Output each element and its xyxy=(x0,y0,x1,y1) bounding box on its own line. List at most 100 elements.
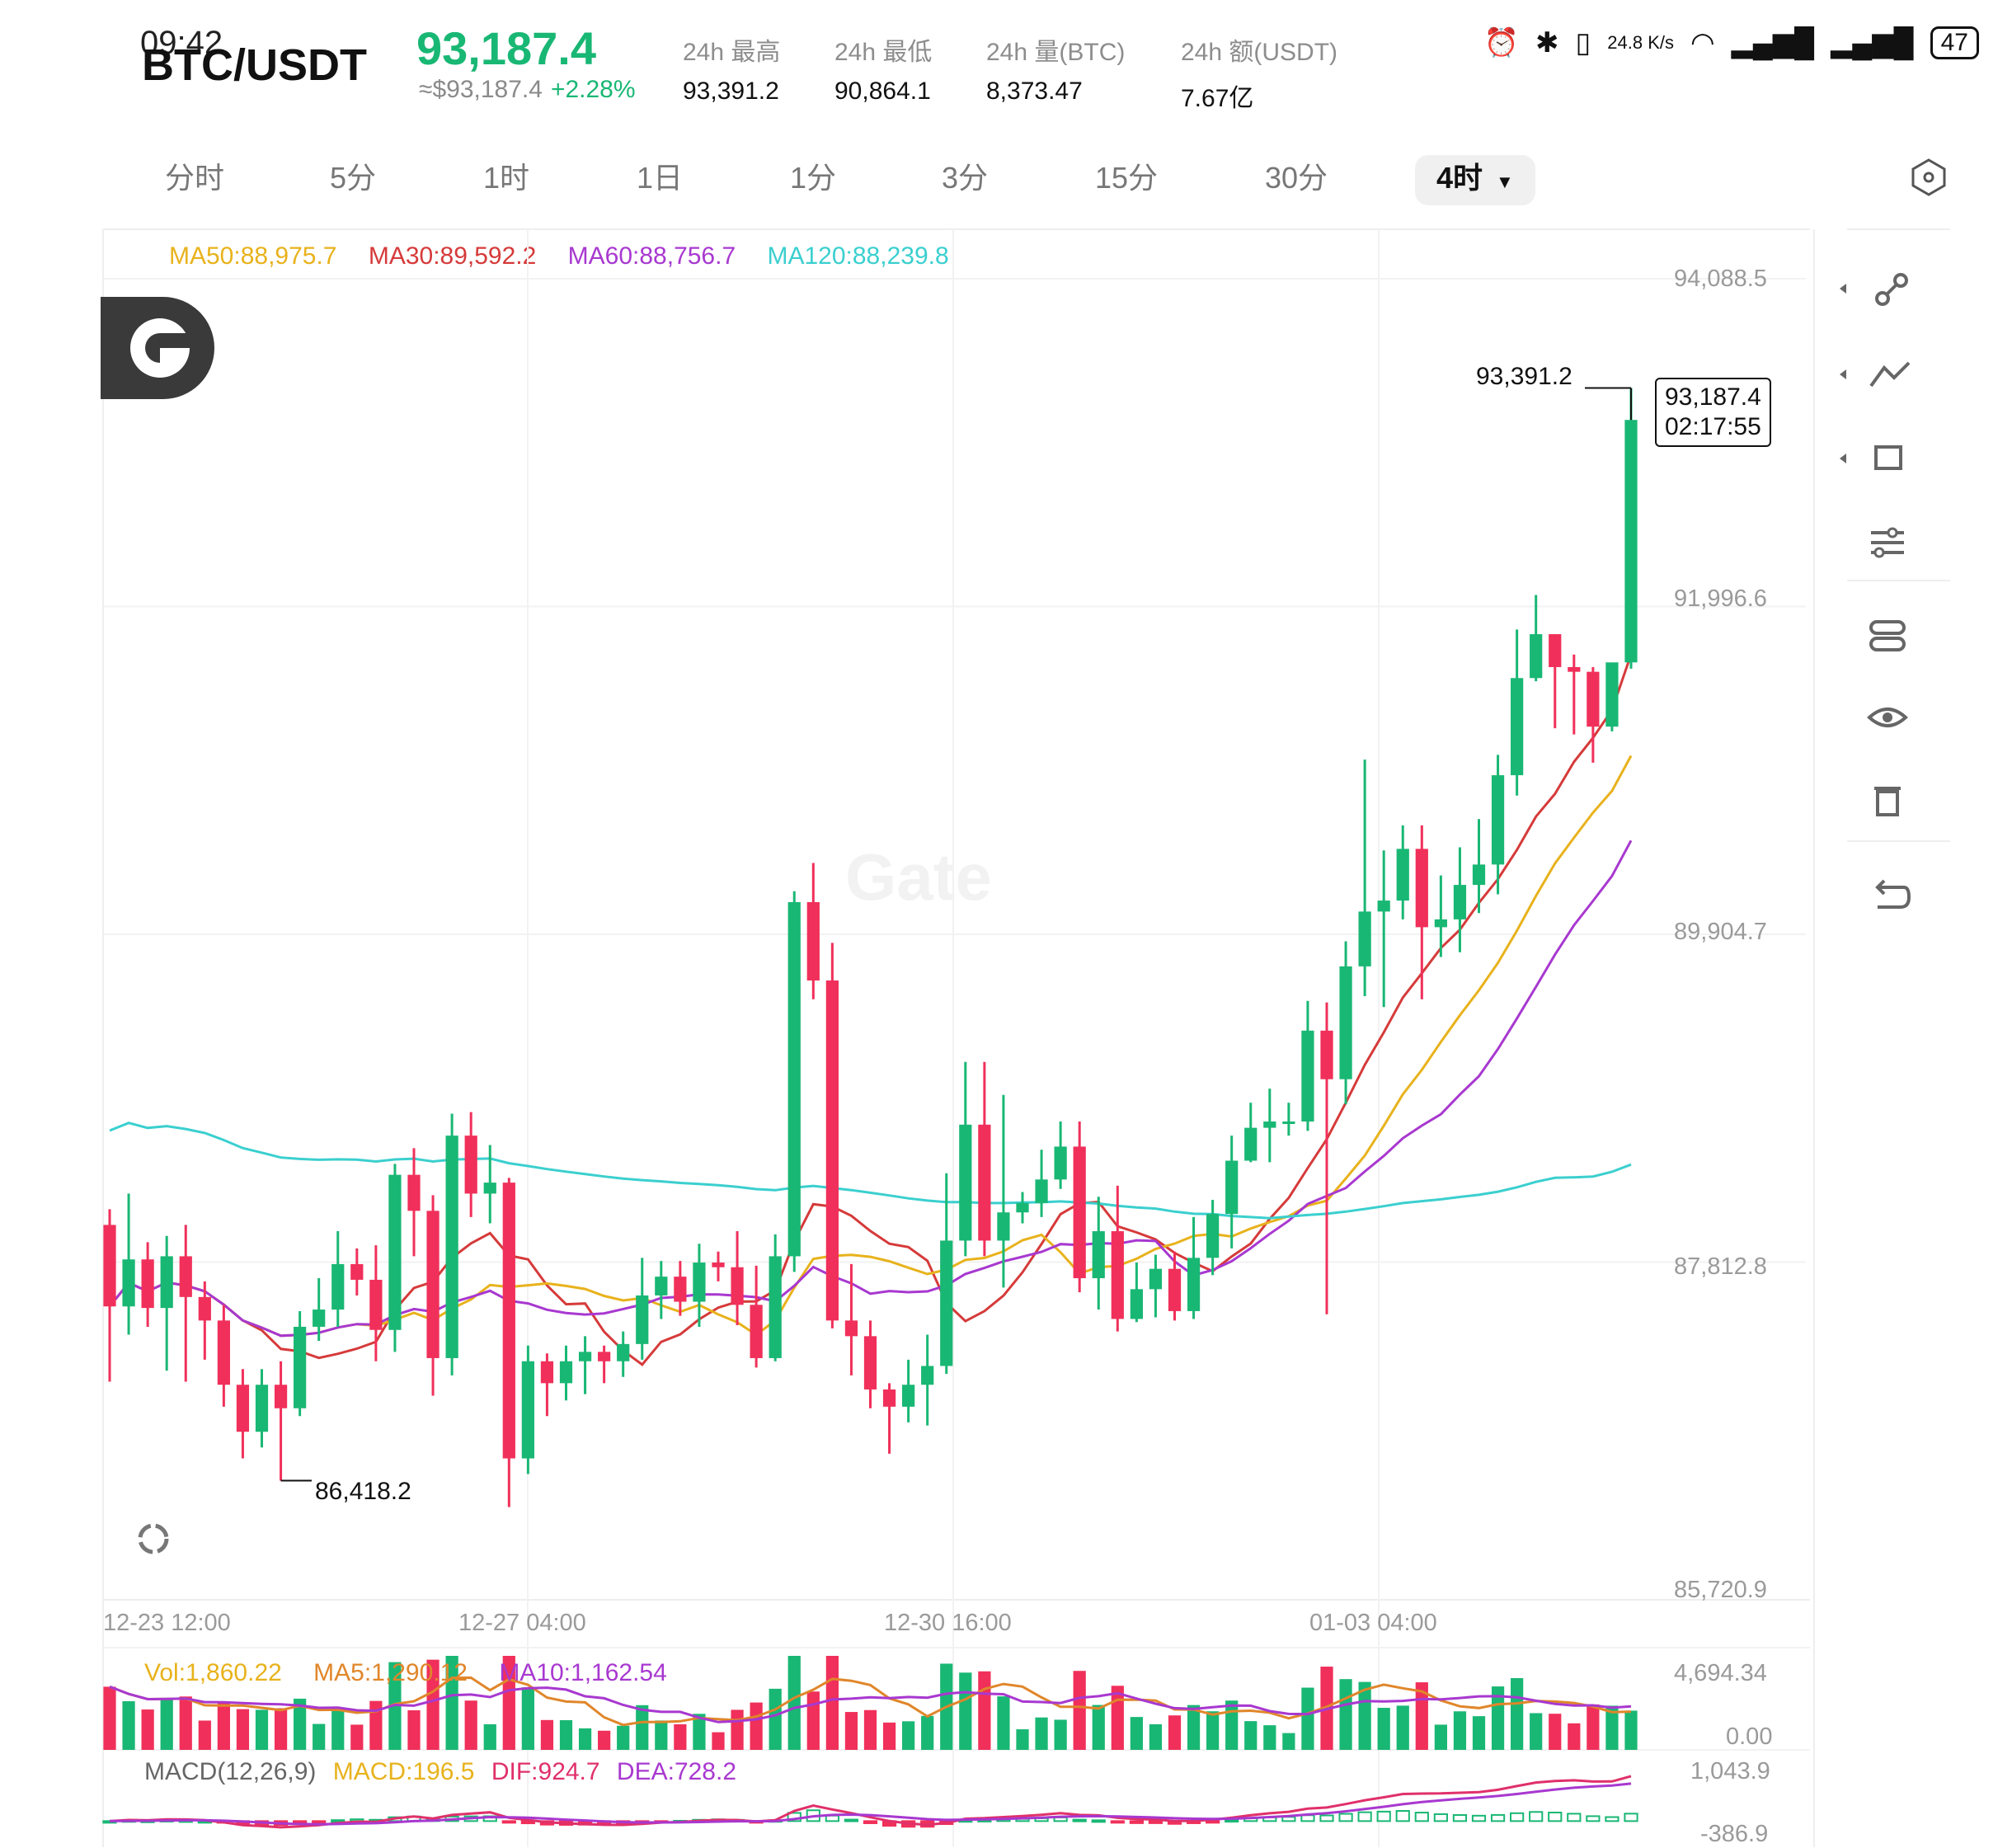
volume-bar xyxy=(1511,1678,1524,1750)
candle-body xyxy=(274,1385,288,1408)
tab-15m[interactable]: 15分 xyxy=(1095,161,1159,195)
volume-bar xyxy=(617,1725,630,1750)
tab-4h[interactable]: 4时 ▼ xyxy=(1415,155,1535,205)
line-tool-icon[interactable] xyxy=(1835,264,1934,313)
macd-bar xyxy=(1510,1812,1525,1822)
tab-5m[interactable]: 5分 xyxy=(330,161,377,195)
candle-body xyxy=(1225,1160,1239,1215)
macd-bar xyxy=(1452,1813,1468,1822)
volume-bar xyxy=(464,1700,477,1750)
tab-3m[interactable]: 3分 xyxy=(942,161,989,195)
volume-bar xyxy=(882,1722,896,1750)
volume-bar xyxy=(540,1719,554,1750)
dif-line xyxy=(109,1775,1632,1829)
ma60-label: MA60:88,756.7 xyxy=(567,242,736,270)
gate-logo[interactable] xyxy=(101,297,214,399)
macd-bar xyxy=(1605,1816,1619,1822)
volume-bar xyxy=(1339,1679,1352,1750)
macd-tick: 1,043.9 xyxy=(1690,1758,1770,1785)
macd-bar xyxy=(1281,1816,1296,1822)
candle-body xyxy=(331,1263,345,1310)
tab-30m[interactable]: 30分 xyxy=(1265,161,1328,195)
candle-body xyxy=(464,1136,477,1194)
candle-body xyxy=(1054,1146,1067,1180)
volume-bar xyxy=(731,1709,744,1750)
tab-1d[interactable]: 1日 xyxy=(637,161,684,195)
eye-icon[interactable] xyxy=(1835,693,1934,742)
y-tick: 87,812.8 xyxy=(1674,1253,1767,1280)
candle-body xyxy=(1434,919,1447,928)
vol-tick: 0.00 xyxy=(1726,1723,1773,1750)
status-time: 09:42 xyxy=(140,25,223,61)
trash-icon[interactable] xyxy=(1835,775,1934,825)
x-tick: 12-30 16:00 xyxy=(884,1610,1012,1636)
macd-bar xyxy=(1338,1813,1353,1822)
tab-1h[interactable]: 1时 xyxy=(483,161,530,195)
refresh-icon[interactable] xyxy=(134,1519,173,1559)
candle-body xyxy=(863,1336,877,1390)
volume-bar xyxy=(1434,1724,1447,1750)
ma120-line xyxy=(109,1121,1632,1220)
shape-tool-icon[interactable] xyxy=(1835,434,1934,483)
volume-bar xyxy=(141,1709,154,1750)
undo-icon[interactable] xyxy=(1835,869,1934,919)
candle-body xyxy=(1587,671,1600,727)
volume-bar xyxy=(255,1709,269,1750)
vol-ma10-label: MA10:1,162.54 xyxy=(499,1659,667,1686)
volume-bar xyxy=(1244,1721,1258,1750)
volume-bar xyxy=(1530,1713,1543,1750)
volume-bar xyxy=(1149,1723,1163,1750)
volume-bar xyxy=(483,1723,496,1750)
volume-bar xyxy=(274,1708,288,1750)
candle-body xyxy=(750,1305,763,1358)
stat-value: 7.67亿 xyxy=(1181,85,1254,112)
settings-icon[interactable] xyxy=(1835,518,1934,567)
low-label: 86,418.2 xyxy=(315,1478,411,1505)
volume-bar xyxy=(1016,1729,1029,1750)
volume-bar xyxy=(1358,1681,1371,1750)
stat-value: 93,391.2 xyxy=(683,78,779,105)
high-label: 93,391.2 xyxy=(1476,363,1572,390)
hexagon-settings-icon[interactable] xyxy=(1908,157,1949,198)
vibrate-icon: ▯ xyxy=(1575,27,1591,59)
volume-bar xyxy=(179,1696,192,1750)
volume-bar xyxy=(1263,1725,1276,1750)
volume-bar xyxy=(1206,1711,1220,1750)
candle-body xyxy=(141,1259,154,1309)
layers-icon[interactable] xyxy=(1835,610,1934,660)
candle-body xyxy=(179,1256,192,1297)
candle-body xyxy=(313,1310,326,1327)
volume-bar xyxy=(1130,1717,1143,1750)
tab-1m[interactable]: 1分 xyxy=(790,161,837,195)
candle-body xyxy=(236,1385,250,1432)
macd-bar xyxy=(1148,1820,1163,1824)
volume-bar xyxy=(1282,1733,1295,1750)
volume-bar xyxy=(1472,1716,1486,1750)
macd-bar xyxy=(844,1818,859,1822)
stat-label: 24h 额(USDT) xyxy=(1181,39,1338,66)
ma-legend: MA50:88,975.7 MA30:89,592.2 MA60:88,756.… xyxy=(169,242,974,270)
tab-fenshi[interactable]: 分时 xyxy=(165,161,225,195)
vol-tick: 4,694.34 xyxy=(1674,1660,1767,1686)
countdown: 02:17:55 xyxy=(1665,413,1761,440)
volume-bar xyxy=(1396,1705,1409,1750)
candle-body xyxy=(1453,885,1467,919)
candle-body xyxy=(1605,662,1619,727)
candle-body xyxy=(1358,911,1371,966)
status-icons: ⏰ ✱ ▯ 24.8 K/s ◠ ▂▄▆█ ▂▄▆█ 47 xyxy=(1484,26,1979,59)
vol-ma5-label: MA5:1,290.12 xyxy=(313,1659,468,1686)
candle-body xyxy=(1168,1268,1182,1311)
price-change: +2.28% xyxy=(550,76,636,103)
macd-bar xyxy=(1624,1813,1638,1822)
macd-bar xyxy=(1206,1820,1220,1824)
caret-down-icon: ▼ xyxy=(1496,172,1514,192)
pair-title[interactable]: BTC/USDT xyxy=(142,40,367,90)
volume-bar xyxy=(1301,1687,1314,1750)
volume-bar xyxy=(103,1686,116,1750)
tab-4h-label: 4时 xyxy=(1436,161,1483,195)
candle-body xyxy=(959,1124,972,1241)
volume-bar xyxy=(1587,1704,1600,1750)
volume-bar xyxy=(1568,1723,1581,1750)
trend-tool-icon[interactable] xyxy=(1835,350,1934,399)
